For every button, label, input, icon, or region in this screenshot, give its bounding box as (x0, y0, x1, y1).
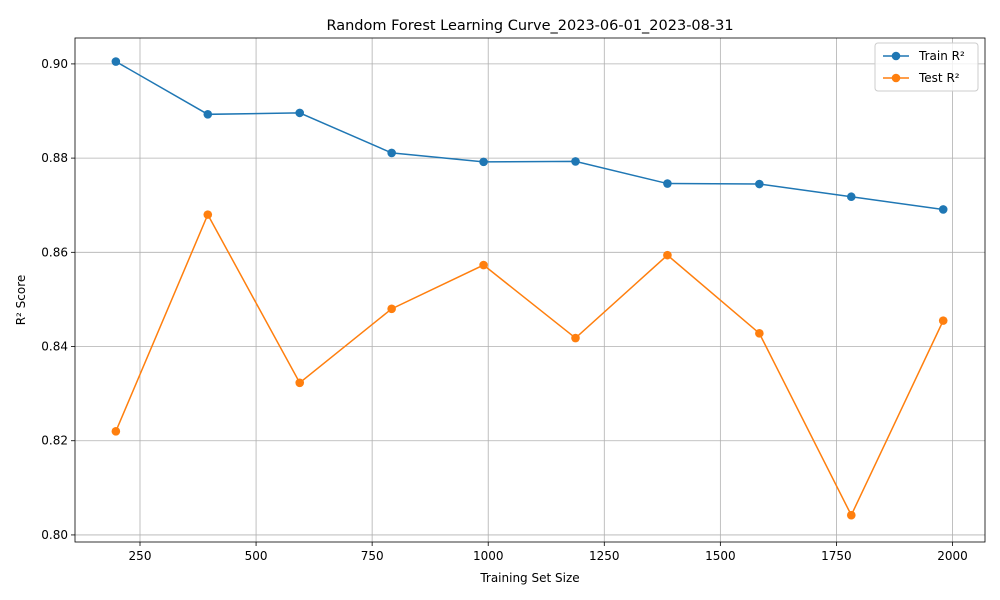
plot-frame (74, 37, 986, 543)
series-0-point-8 (846, 192, 856, 202)
series-0-point-5 (571, 157, 580, 166)
axes-layer: 250 500 750 1000 1250 1500 1750 2000 0.80 0.82 0.8… (41, 37, 986, 563)
x-tick-label-7: 2000 (937, 549, 968, 563)
series-0-point-0 (111, 57, 121, 66)
series-0-point-6 (663, 179, 672, 188)
legend-test-label: Test R² (918, 71, 960, 85)
chart-title: Random Forest Learning Curve_2023-06-01_… (326, 18, 733, 34)
series-1-point-1 (203, 210, 213, 219)
series-line-0 (115, 60, 944, 211)
series-0-point-3 (387, 148, 396, 158)
series-0-point-2 (295, 108, 305, 118)
series-layer (111, 57, 948, 520)
series-1-point-2 (295, 378, 305, 388)
y-tick-label-4: 0.88 (41, 151, 68, 165)
y-tick-label-3: 0.86 (41, 245, 68, 259)
x-tick-label-5: 1500 (705, 549, 736, 563)
legend-train-marker (891, 51, 901, 61)
series-1-point-4 (479, 260, 488, 270)
x-tick-label-6: 1750 (821, 549, 852, 563)
series-1-point-8 (846, 510, 856, 520)
legend-train-label: Train R² (918, 49, 965, 63)
series-1-point-5 (571, 333, 580, 343)
series-1-point-7 (755, 329, 764, 338)
legend: Train R² Test R² (874, 42, 979, 92)
x-tick-label-3: 1000 (473, 549, 504, 563)
series-1-point-3 (387, 304, 396, 314)
y-tick-label-5: 0.90 (41, 57, 68, 71)
x-tick-label-0: 250 (129, 549, 152, 563)
grid-layer (75, 38, 985, 542)
series-line-1 (115, 212, 944, 517)
x-axis-title: Training Set Size (479, 571, 579, 585)
x-tick-label-2: 750 (361, 549, 384, 563)
series-0-point-4 (479, 157, 488, 167)
y-axis-title: R² Score (14, 275, 28, 326)
y-tick-label-0: 0.80 (41, 528, 68, 542)
legend-test-marker (891, 73, 901, 83)
series-1-point-0 (111, 427, 121, 436)
x-tick-label-1: 500 (245, 549, 268, 563)
series-0-point-9 (938, 205, 948, 214)
series-1-point-9 (938, 316, 948, 325)
series-0-point-1 (203, 110, 213, 119)
y-tick-label-2: 0.84 (41, 340, 68, 354)
legend-frame (874, 42, 979, 92)
series-0-point-7 (755, 179, 764, 189)
y-tick-label-1: 0.82 (41, 434, 68, 448)
x-tick-label-4: 1250 (589, 549, 620, 563)
series-1-point-6 (663, 250, 672, 260)
